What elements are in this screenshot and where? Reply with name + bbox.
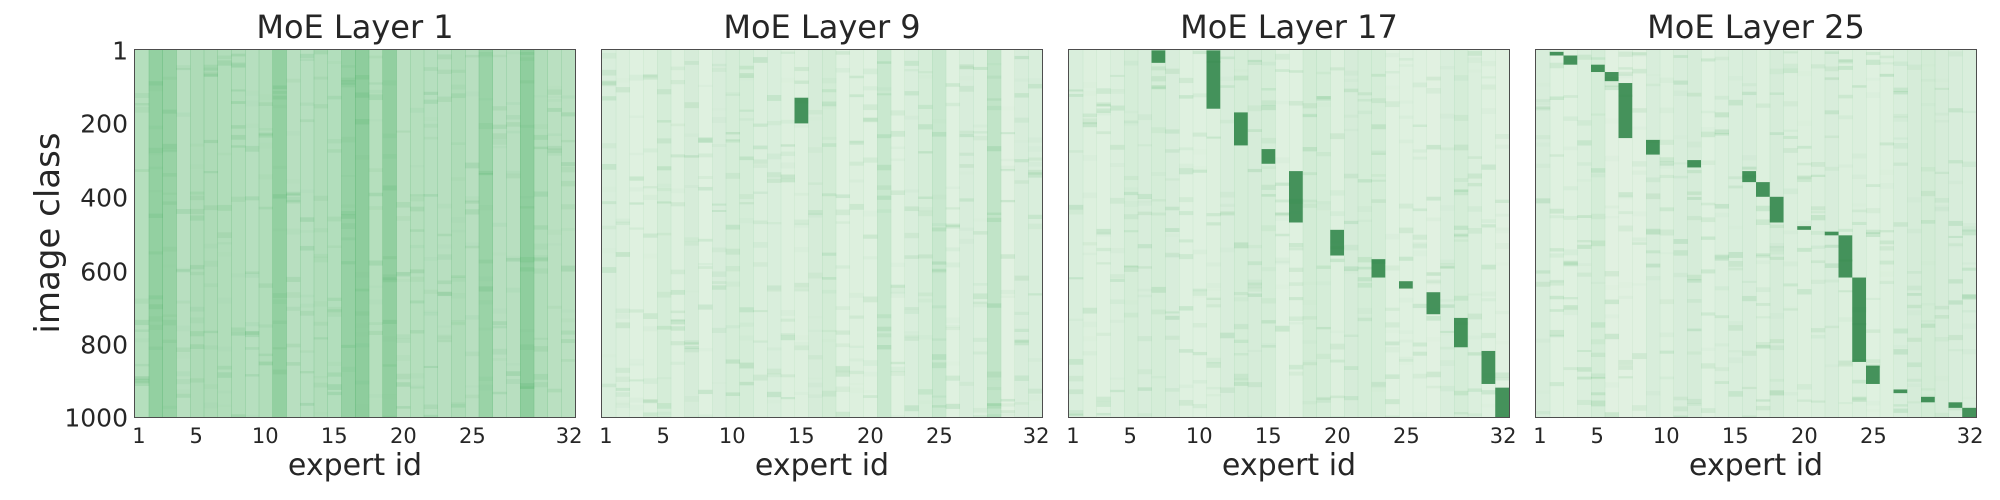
x-axis-label: expert id xyxy=(1221,448,1357,483)
x-tick: 25 xyxy=(926,424,953,448)
x-tick: 10 xyxy=(1652,424,1680,448)
y-tick: 800 xyxy=(80,330,128,360)
x-tick: 1 xyxy=(1066,424,1080,448)
x-tick: 5 xyxy=(656,424,670,448)
x-tick: 15 xyxy=(1721,424,1749,448)
x-axis-label: expert id xyxy=(287,448,423,483)
x-tick: 25 xyxy=(1393,424,1420,448)
panel-title: MoE Layer 1 xyxy=(256,8,454,46)
x-tick: 1 xyxy=(1533,424,1547,448)
x-tick: 5 xyxy=(1590,424,1604,448)
y-tick: 1000 xyxy=(64,403,128,433)
x-tick: 20 xyxy=(389,424,417,448)
x-tick: 32 xyxy=(555,424,583,448)
x-tick: 32 xyxy=(1489,424,1517,448)
heatmap-panel xyxy=(134,49,576,418)
heatmap-panel xyxy=(601,49,1043,418)
x-tick: 10 xyxy=(1185,424,1213,448)
x-axis-label: expert id xyxy=(1688,448,1824,483)
x-tick: 1 xyxy=(599,424,613,448)
x-tick: 20 xyxy=(1790,424,1818,448)
x-tick: 15 xyxy=(787,424,815,448)
y-tick: 400 xyxy=(80,183,128,213)
x-tick: 1 xyxy=(132,424,146,448)
heatmap-panel xyxy=(1535,49,1977,418)
panel-title: MoE Layer 9 xyxy=(723,8,921,46)
y-axis-label: image class xyxy=(28,132,68,334)
x-tick: 25 xyxy=(459,424,486,448)
x-tick: 32 xyxy=(1956,424,1984,448)
y-tick: 600 xyxy=(80,257,128,287)
y-tick: 200 xyxy=(80,109,128,139)
heatmap-panel xyxy=(1068,49,1510,418)
x-tick: 20 xyxy=(856,424,884,448)
x-tick: 15 xyxy=(1254,424,1282,448)
x-tick: 10 xyxy=(718,424,746,448)
x-tick: 15 xyxy=(320,424,348,448)
x-tick: 25 xyxy=(1860,424,1887,448)
x-axis-label: expert id xyxy=(754,448,890,483)
panel-title: MoE Layer 25 xyxy=(1647,8,1865,46)
x-tick: 5 xyxy=(1123,424,1137,448)
panel-title: MoE Layer 17 xyxy=(1180,8,1398,46)
x-tick: 20 xyxy=(1323,424,1351,448)
y-tick: 1 xyxy=(112,36,128,66)
x-tick: 32 xyxy=(1022,424,1050,448)
x-tick: 10 xyxy=(251,424,279,448)
x-tick: 5 xyxy=(189,424,203,448)
